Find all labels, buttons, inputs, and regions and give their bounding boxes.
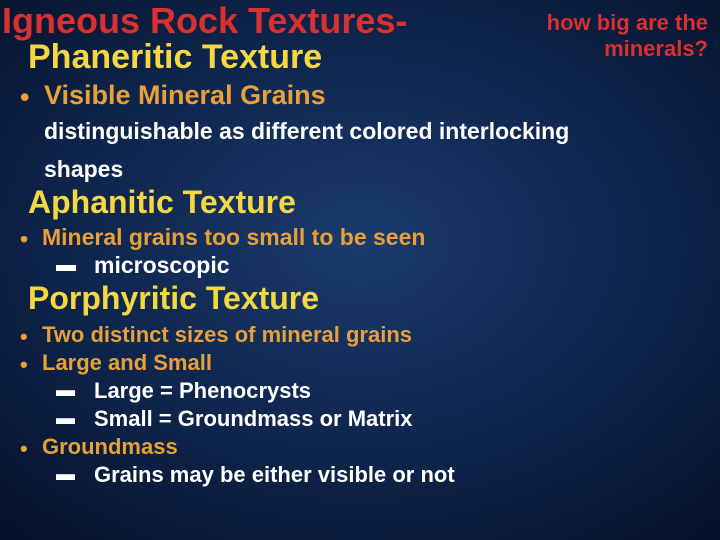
title-sub1: how big are the [547, 10, 708, 35]
phaneritic-bullet: Visible Mineral Grains [44, 80, 326, 111]
dash-glyph-4: ▬ [56, 464, 75, 486]
bullet-glyph-2: • [20, 226, 28, 252]
phaneritic-desc2: shapes [44, 156, 123, 182]
aphanitic-bullet: Mineral grains too small to be seen [42, 224, 425, 250]
dash-glyph-3: ▬ [56, 408, 75, 430]
slide: { "title": { "main": "Igneous Rock Textu… [0, 0, 720, 540]
dash-glyph-1: ▬ [56, 254, 76, 277]
aphanitic-dash: microscopic [94, 252, 230, 278]
dash-glyph-2: ▬ [56, 380, 75, 402]
bullet-glyph: • [20, 82, 29, 113]
phaneritic-heading: Phaneritic Texture [28, 38, 322, 77]
bullet-glyph-4: • [20, 352, 28, 377]
phaneritic-desc1: distinguishable as different colored int… [44, 118, 569, 144]
porphyritic-d1: Large = Phenocrysts [94, 378, 311, 403]
porphyritic-b2: Large and Small [42, 350, 212, 375]
bullet-glyph-5: • [20, 436, 28, 461]
porphyritic-heading: Porphyritic Texture [28, 280, 319, 317]
aphanitic-heading: Aphanitic Texture [28, 184, 296, 221]
porphyritic-d2: Small = Groundmass or Matrix [94, 406, 412, 431]
porphyritic-b3: Groundmass [42, 434, 178, 459]
porphyritic-d3: Grains may be either visible or not [94, 462, 455, 487]
title-sub2: minerals? [604, 36, 708, 61]
bullet-glyph-3: • [20, 324, 28, 349]
porphyritic-b1: Two distinct sizes of mineral grains [42, 322, 412, 347]
title-main: Igneous Rock Textures- [2, 0, 407, 41]
